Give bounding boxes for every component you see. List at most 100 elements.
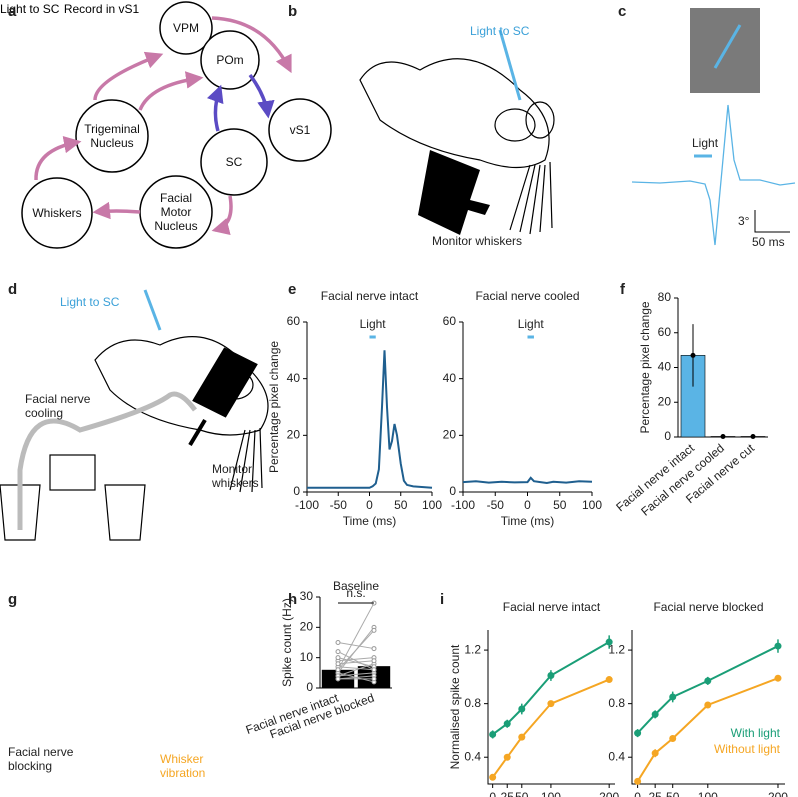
series-line [307, 350, 433, 489]
y-tick-label: 20 [300, 620, 314, 634]
legend-entry: Without light [714, 742, 781, 756]
x-axis-label: Time (ms) [343, 514, 397, 528]
x-tick-label: -100 [295, 498, 319, 512]
x-tick-label: -50 [487, 498, 505, 512]
x-tick-label: 0 [524, 498, 531, 512]
node-label: Trigeminal Nucleus [84, 122, 140, 150]
point [669, 734, 677, 742]
y-tick-label: 20 [658, 394, 672, 408]
paired-point [371, 676, 377, 682]
point [651, 749, 659, 757]
y-tick-label: 20 [443, 428, 457, 442]
point [489, 773, 497, 781]
panel-label: e [288, 281, 296, 298]
label: Light to SC [60, 295, 120, 309]
node-label: Whiskers [32, 206, 82, 220]
y-tick-label: 60 [658, 325, 672, 339]
label: Monitor whiskers [212, 462, 259, 490]
y-tick-label: 1.2 [464, 642, 481, 656]
point [503, 720, 511, 728]
y-tick-label: 0 [664, 429, 671, 443]
legend-entry: With light [731, 726, 781, 740]
optic-fiber [143, 289, 162, 331]
y-axis-label: Percentage pixel change [638, 301, 652, 433]
mean-point [690, 352, 696, 358]
panel-label: c [618, 3, 626, 20]
paired-point [335, 676, 341, 682]
panel-label: i [440, 591, 444, 608]
paired-point [371, 667, 377, 673]
y-tick-label: 0 [306, 680, 313, 694]
axis [487, 630, 615, 785]
paired-line [337, 642, 375, 650]
label: Monitor whiskers [432, 234, 522, 248]
x-tick-label: 50 [553, 498, 567, 512]
vibration-trace: Light to SC Record in vS1 VPM POm vS1 Tr… [0, 0, 310, 780]
whisker-trace [631, 104, 796, 246]
axis [462, 322, 592, 493]
series-line [462, 476, 593, 484]
y-tick-label: 30 [300, 589, 314, 603]
label: Light to SC [0, 2, 60, 16]
x-tick-label: 25 [501, 790, 515, 797]
mean-point [720, 433, 726, 439]
x-tick-label: 100 [698, 790, 718, 797]
point [634, 729, 642, 737]
camera [418, 150, 490, 235]
annotation: n.s. [346, 586, 365, 600]
panel-label: h [288, 591, 297, 608]
paired-point [335, 661, 341, 667]
point [669, 693, 677, 701]
y-tick-label: 40 [658, 360, 672, 374]
panel-label: d [8, 281, 17, 298]
paired-line [337, 666, 375, 671]
x-tick-label: -50 [330, 498, 348, 512]
point [774, 674, 782, 682]
paired-point [371, 646, 377, 652]
paired-point [335, 667, 341, 673]
y-tick-label: 40 [287, 371, 301, 385]
x-tick-label: 200 [599, 790, 619, 797]
series-line [492, 641, 610, 736]
paired-line [337, 657, 375, 662]
chart-title: Facial nerve intact [503, 600, 601, 614]
paired-point [335, 640, 341, 645]
y-tick-label: 60 [443, 314, 457, 328]
whisker-angle [713, 24, 742, 69]
x-tick-label: 200 [768, 790, 788, 797]
label: Light to SC [470, 24, 530, 38]
label: Record in vS1 [63, 2, 140, 16]
x-tick-label: 50 [394, 498, 408, 512]
x-tick-label: 50 [515, 790, 529, 797]
panel-label: a [8, 3, 17, 20]
cooling-tube [17, 391, 197, 530]
x-tick-label: -100 [451, 498, 475, 512]
x-tick-label: 50 [666, 790, 680, 797]
paired-point [335, 655, 341, 661]
annotation: Light [518, 317, 545, 331]
point [651, 710, 659, 718]
y-tick-label: 0 [293, 484, 300, 498]
node-label: SC [225, 155, 243, 169]
label: Facial nerve cooling [25, 392, 91, 420]
y-tick-label: 0.4 [464, 749, 481, 763]
node-label: POm [216, 53, 244, 67]
x-tick-label: 0 [634, 790, 641, 797]
panel-label: g [8, 591, 17, 608]
point [503, 753, 511, 761]
y-axis-label: Percentage pixel change [267, 341, 281, 473]
annotation: Light [360, 317, 387, 331]
panel-label: f [620, 281, 626, 298]
y-tick-label: 80 [658, 290, 672, 304]
x-tick-label: 25 [648, 790, 662, 797]
point [605, 676, 613, 684]
point [547, 672, 555, 680]
point [704, 677, 712, 685]
x-tick-label: 0 [366, 498, 373, 512]
label: Facial nerve blocking [8, 745, 74, 773]
scale-bar [754, 210, 790, 233]
y-tick-label: 1.2 [608, 642, 625, 656]
optic-fiber [498, 29, 522, 101]
optic-fiber: Light to SC Record in vS1 VPM POm vS1 Tr… [0, 0, 310, 780]
